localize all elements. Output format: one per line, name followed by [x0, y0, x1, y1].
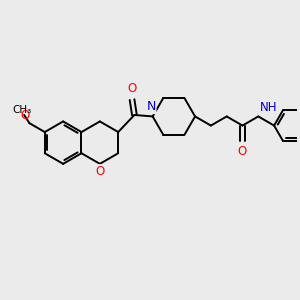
Text: O: O	[20, 109, 29, 122]
Text: O: O	[95, 165, 104, 178]
Text: O: O	[238, 145, 247, 158]
Text: O: O	[128, 82, 137, 95]
Text: N: N	[146, 100, 156, 113]
Text: NH: NH	[260, 101, 277, 114]
Text: CH₃: CH₃	[13, 105, 32, 115]
